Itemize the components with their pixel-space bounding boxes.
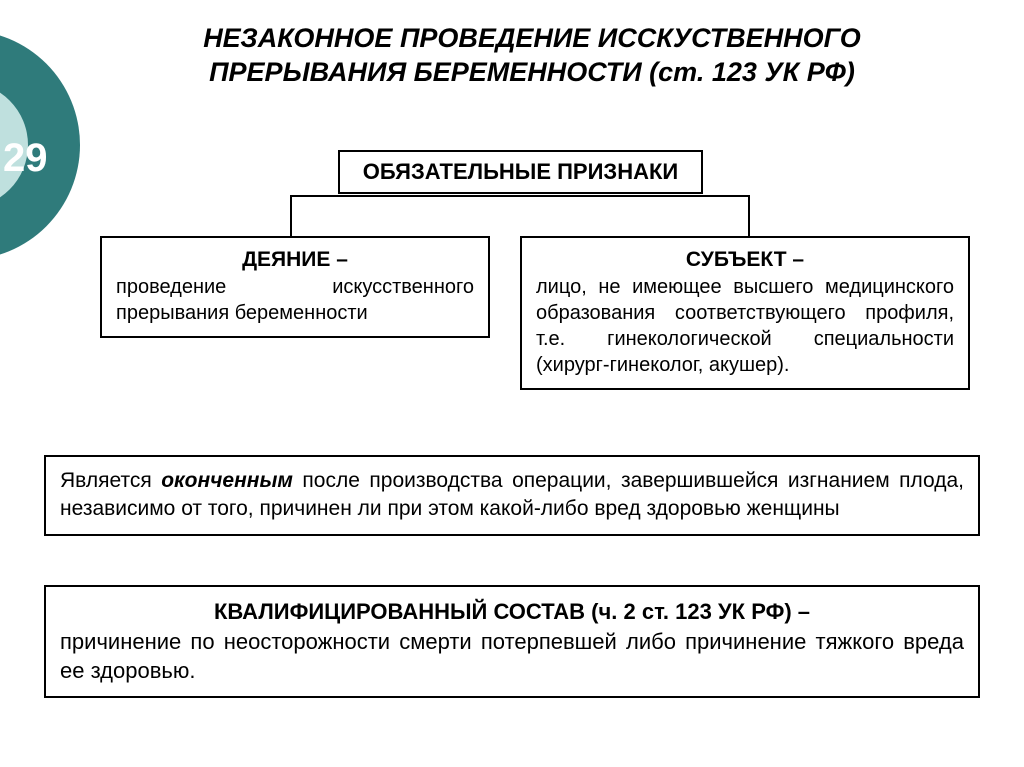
act-body: проведение искусственного прерывания бер…	[116, 274, 474, 326]
qualified-box: КВАЛИФИЦИРОВАННЫЙ СОСТАВ (ч. 2 ст. 123 У…	[44, 585, 980, 698]
subject-heading: СУБЪЕКТ –	[536, 248, 954, 272]
completed-emph: оконченным	[161, 469, 293, 492]
slide-number: 29	[3, 136, 48, 181]
act-heading: ДЕЯНИЕ –	[116, 248, 474, 272]
subject-box: СУБЪЕКТ – лицо, не имеющее высшего медиц…	[520, 236, 970, 390]
connector-horiz	[290, 195, 750, 197]
connector-vert-right	[748, 195, 750, 236]
mandatory-attributes-box: ОБЯЗАТЕЛЬНЫЕ ПРИЗНАКИ	[338, 150, 703, 194]
act-box: ДЕЯНИЕ – проведение искусственного преры…	[100, 236, 490, 338]
subject-body: лицо, не имеющее высшего медицинского об…	[536, 274, 954, 378]
qualified-body: причинение по неосторожности смерти поте…	[60, 627, 964, 686]
completed-box: Является оконченным после производства о…	[44, 455, 980, 536]
slide-title: НЕЗАКОННОЕ ПРОВЕДЕНИЕ ИССКУСТВЕННОГО ПРЕ…	[130, 22, 934, 90]
qualified-heading: КВАЛИФИЦИРОВАННЫЙ СОСТАВ (ч. 2 ст. 123 У…	[60, 597, 964, 627]
connector-vert-left	[290, 195, 292, 236]
completed-prefix: Является	[60, 469, 161, 492]
